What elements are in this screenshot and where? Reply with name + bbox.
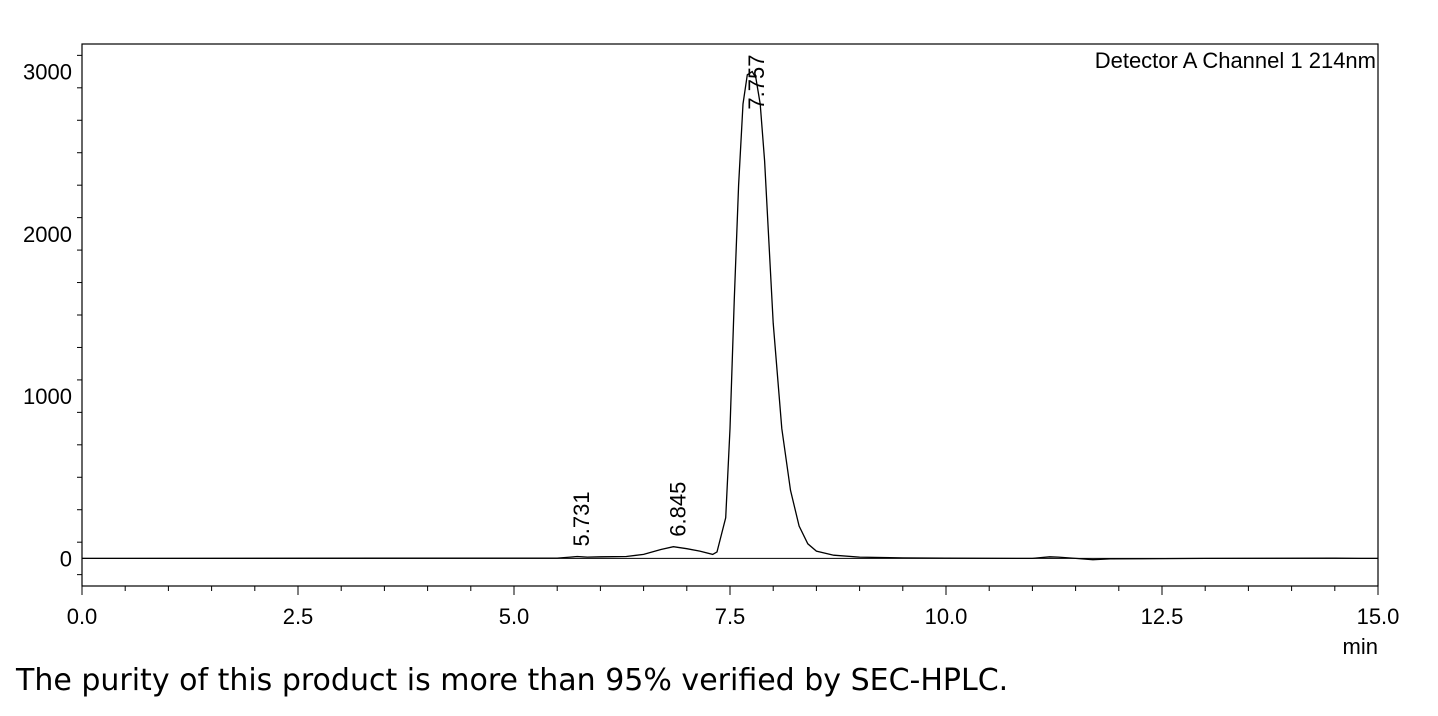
x-axis-unit-label: min [1343,634,1378,659]
x-tick-label: 7.5 [715,604,746,629]
peak-label: 6.845 [665,482,690,537]
plot-frame [81,43,1379,587]
purity-caption: The purity of this product is more than … [16,663,1009,698]
y-tick-label: 2000 [23,222,72,247]
y-tick-label: 3000 [23,60,72,85]
x-axis-ticks: 0.0 2.5 5.0 7.5 10.0 12.5 15.0 [67,586,1400,629]
chromatogram-trace [81,70,1378,561]
peak-label: 5.731 [569,491,594,546]
y-tick-label: 0 [60,546,72,571]
x-tick-label: 0.0 [67,604,98,629]
y-tick-label: 1000 [23,384,72,409]
x-tick-label: 2.5 [283,604,314,629]
x-tick-label: 12.5 [1141,604,1184,629]
peak-label: 7.757 [744,55,769,110]
legend-label: Detector A Channel 1 214nm [1095,48,1376,73]
x-tick-label: 15.0 [1357,604,1400,629]
peak-labels: 5.731 6.845 7.757 [569,55,769,547]
hplc-chromatogram: 0.0 2.5 5.0 7.5 10.0 12.5 15.0 0 1000 2000 3000 5… [23,43,1400,659]
y-axis-ticks: 0 1000 2000 3000 [23,54,82,576]
x-tick-label: 5.0 [499,604,530,629]
x-tick-label: 10.0 [925,604,968,629]
